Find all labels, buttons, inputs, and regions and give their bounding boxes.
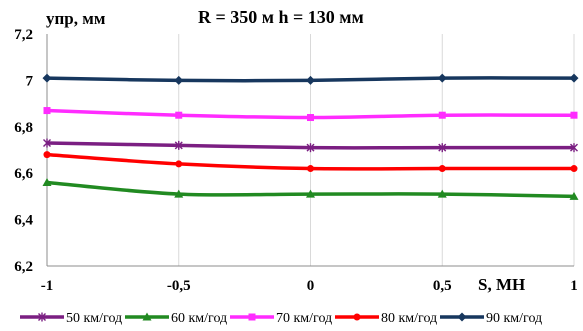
point-marker bbox=[306, 75, 315, 85]
point-marker bbox=[38, 312, 46, 322]
y-tick-label: 7 bbox=[26, 73, 34, 89]
point-marker bbox=[174, 140, 183, 150]
point-marker bbox=[438, 143, 447, 153]
point-marker bbox=[306, 143, 315, 153]
point-marker bbox=[174, 189, 184, 198]
legend-item: 80 км/год bbox=[335, 311, 437, 326]
series-80 bbox=[43, 151, 578, 173]
axes bbox=[46, 34, 574, 267]
series-60 bbox=[42, 177, 579, 200]
x-axis-title: S, МН bbox=[478, 275, 525, 294]
point-marker bbox=[174, 75, 184, 85]
chart-title: R = 350 м h = 130 мм bbox=[198, 7, 364, 27]
point-marker bbox=[353, 313, 361, 321]
series-layer bbox=[42, 73, 579, 200]
point-marker bbox=[569, 191, 579, 200]
y-tick-labels: 6,2 6,4 6,6 6,8 7 7,2 bbox=[14, 27, 33, 275]
point-marker bbox=[569, 73, 579, 83]
point-marker bbox=[457, 312, 467, 322]
y-tick-label: 6,4 bbox=[14, 213, 33, 229]
legend-label: 70 км/год bbox=[276, 311, 332, 326]
point-marker bbox=[306, 189, 315, 198]
point-marker bbox=[438, 165, 446, 173]
y-axis-title: yпр, мм bbox=[46, 9, 106, 28]
series-90 bbox=[42, 73, 579, 85]
x-tick-label: 0,5 bbox=[433, 278, 452, 294]
series-70 bbox=[43, 107, 578, 122]
grid-lines bbox=[178, 34, 575, 266]
point-marker bbox=[437, 189, 447, 198]
series-50 bbox=[43, 138, 578, 153]
point-marker bbox=[307, 114, 314, 122]
y-tick-label: 6,8 bbox=[14, 120, 33, 136]
legend-item: 70 км/год bbox=[230, 311, 332, 326]
x-tick-label: -1 bbox=[41, 278, 54, 294]
point-marker bbox=[43, 151, 51, 159]
x-tick-label: -0,5 bbox=[167, 278, 191, 294]
legend-label: 60 км/год bbox=[171, 311, 227, 326]
point-marker bbox=[570, 111, 578, 119]
x-tick-labels: -1 -0,5 0 0,5 1 bbox=[41, 278, 578, 294]
x-tick-label: 0 bbox=[307, 278, 315, 294]
point-marker bbox=[142, 312, 152, 321]
point-marker bbox=[43, 138, 51, 148]
point-marker bbox=[437, 73, 447, 83]
point-marker bbox=[175, 111, 183, 119]
point-marker bbox=[307, 165, 314, 173]
legend: 50 км/год 60 км/год 70 км/год 80 км/год 90 к… bbox=[20, 311, 542, 326]
legend-label: 80 км/год bbox=[381, 311, 437, 326]
point-marker bbox=[42, 73, 52, 83]
legend-label: 50 км/год bbox=[66, 311, 122, 326]
point-marker bbox=[438, 111, 446, 119]
x-tick-label: 1 bbox=[570, 278, 578, 294]
point-marker bbox=[42, 177, 52, 186]
point-marker bbox=[248, 313, 256, 321]
legend-item: 90 км/год bbox=[440, 311, 542, 326]
point-marker bbox=[175, 160, 183, 168]
y-tick-label: 6,6 bbox=[14, 166, 33, 182]
legend-label: 90 км/год bbox=[486, 311, 542, 326]
legend-item: 60 км/год bbox=[125, 311, 227, 326]
point-marker bbox=[570, 143, 578, 153]
point-marker bbox=[43, 107, 51, 115]
y-tick-label: 7,2 bbox=[14, 27, 33, 43]
legend-item: 50 км/год bbox=[20, 311, 122, 326]
point-marker bbox=[570, 165, 578, 173]
y-tick-label: 6,2 bbox=[14, 259, 33, 275]
